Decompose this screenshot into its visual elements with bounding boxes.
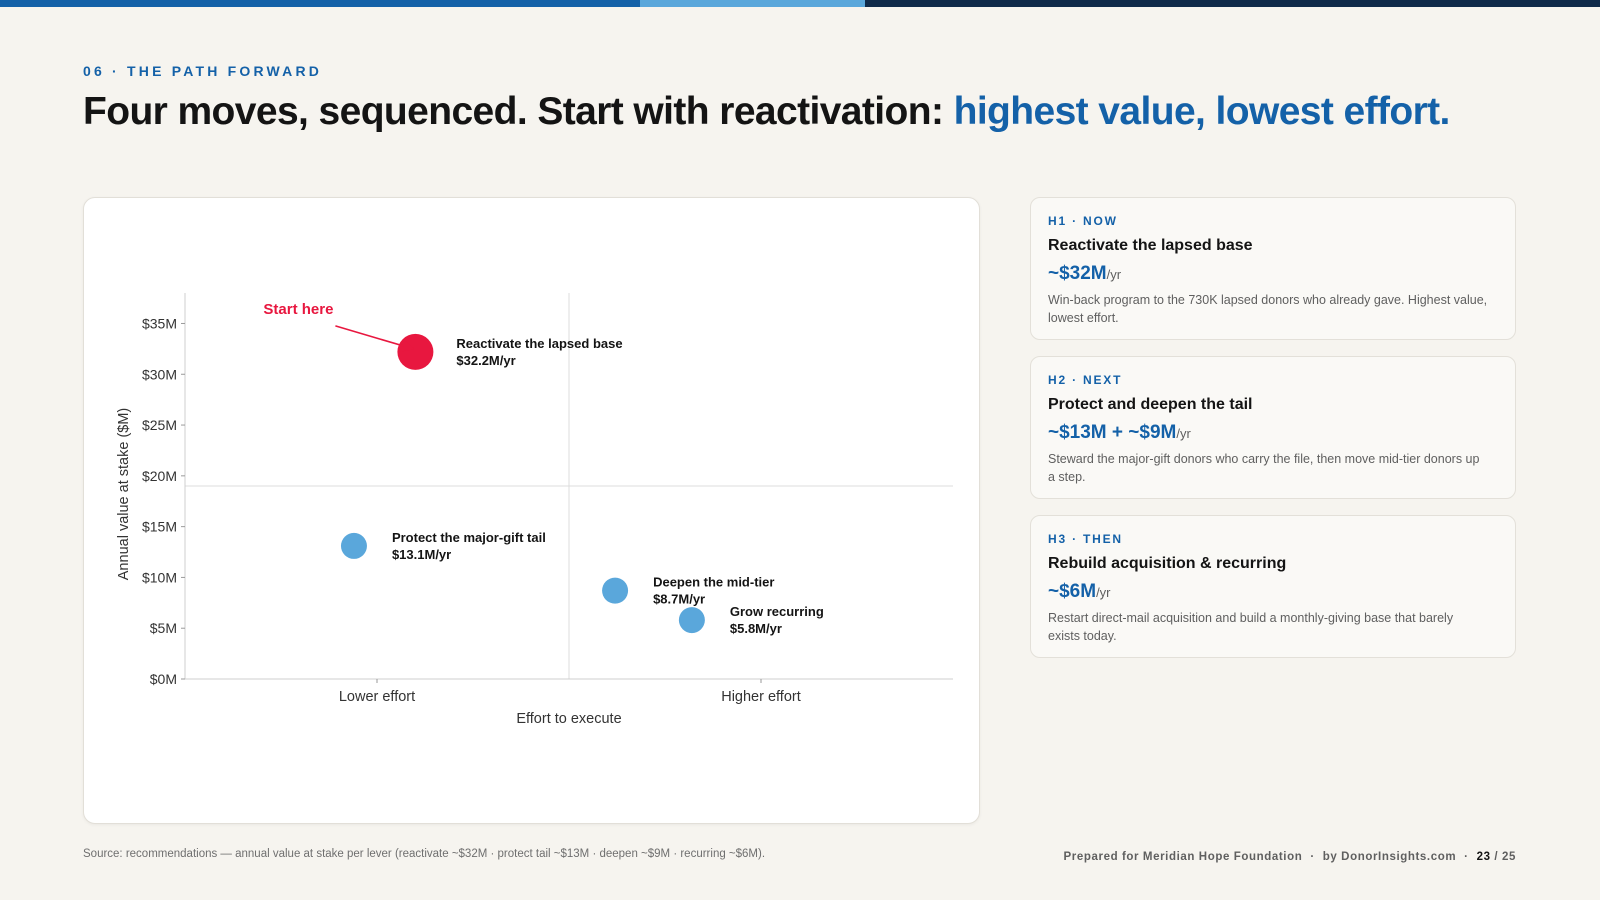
- horizon-value-unit: /yr: [1106, 267, 1122, 282]
- y-axis-label: Annual value at stake ($M): [116, 408, 132, 580]
- horizon-description: Steward the major-gift donors who carry …: [1048, 452, 1480, 484]
- top-accent-bar: [0, 0, 1600, 7]
- horizon-value-amount: ~$6M: [1048, 581, 1097, 602]
- section-eyebrow: 06 · THE PATH FORWARD: [83, 63, 323, 79]
- horizon-value-unit: /yr: [1096, 585, 1111, 600]
- accent-bar-segment-light-blue: [640, 0, 865, 7]
- data-point-value-label: $13.1M/yr: [392, 547, 451, 562]
- headline-main: Four moves, sequenced. Start with reacti…: [83, 90, 954, 133]
- y-tick-label: $15M: [142, 519, 177, 535]
- data-point-name-label: Deepen the mid-tier: [653, 575, 774, 590]
- horizon-value: ~$32M/yr: [1048, 263, 1498, 285]
- data-point-value-label: $8.7M/yr: [653, 592, 705, 607]
- horizon-value-amount: ~$32M: [1048, 263, 1107, 284]
- y-tick-label: $25M: [142, 417, 177, 433]
- y-tick-label: $10M: [142, 569, 177, 585]
- y-tick-label: $5M: [150, 620, 177, 636]
- horizon-value: ~$6M/yr: [1048, 581, 1498, 603]
- footer-separator: ·: [1464, 851, 1469, 863]
- x-tick-label: Lower effort: [339, 689, 415, 705]
- data-point-name-label: Grow recurring: [730, 604, 824, 619]
- chart-card: $0M $5M $10M $15M $20M $25M $30M $35M Lower effo…: [83, 197, 980, 824]
- slide-headline: Four moves, sequenced. Start with reacti…: [83, 90, 1503, 134]
- horizon-card-h3: H3 · THEN Rebuild acquisition & recurrin…: [1030, 515, 1516, 658]
- horizon-tag: H1 · NOW: [1048, 214, 1118, 228]
- footer-by: by DonorInsights.com: [1322, 851, 1457, 863]
- slide-footer: Prepared for Meridian Hope Foundation · by…: [1064, 851, 1516, 863]
- horizon-value: ~$13M + ~$9M/yr: [1048, 422, 1498, 444]
- source-note: Source: recommendations — annual value a…: [83, 848, 766, 860]
- data-point: [340, 532, 367, 559]
- x-axis-label: Effort to execute: [516, 711, 621, 727]
- start-here-annotation: Start here: [263, 301, 333, 318]
- data-point-name-label: Reactivate the lapsed base: [456, 336, 622, 351]
- horizon-tag: H3 · THEN: [1048, 532, 1123, 546]
- horizon-title: Protect and deepen the tail: [1048, 396, 1253, 413]
- data-point-highlight: [397, 333, 434, 370]
- y-tick-label: $35M: [142, 315, 177, 331]
- data-point: [678, 607, 705, 634]
- data-point-value-label: $5.8M/yr: [730, 621, 782, 636]
- horizon-title: Rebuild acquisition & recurring: [1048, 555, 1287, 572]
- x-tick-label: Higher effort: [721, 689, 801, 705]
- horizon-title: Reactivate the lapsed base: [1048, 237, 1253, 254]
- accent-bar-segment-navy: [865, 0, 1600, 7]
- horizon-value-amount: ~$13M + ~$9M: [1048, 422, 1177, 443]
- data-point-value-label: $32.2M/yr: [456, 353, 515, 368]
- horizon-description: Restart direct-mail acquisition and buil…: [1048, 611, 1454, 643]
- data-point-name-label: Protect the major-gift tail: [392, 530, 546, 545]
- horizon-tag: H2 · NEXT: [1048, 373, 1123, 387]
- data-point: [602, 577, 629, 604]
- y-tick-label: $20M: [142, 468, 177, 484]
- value-effort-scatter-chart: $0M $5M $10M $15M $20M $25M $30M $35M Lower effo…: [116, 293, 953, 727]
- headline-highlight: highest value, lowest effort.: [953, 90, 1451, 133]
- footer-separator: ·: [1310, 851, 1315, 863]
- footer-prepared-for: Prepared for Meridian Hope Foundation: [1063, 851, 1303, 863]
- horizon-card-h1: H1 · NOW Reactivate the lapsed base ~$32…: [1030, 197, 1516, 340]
- horizon-card-h2: H2 · NEXT Protect and deepen the tail ~$…: [1030, 356, 1516, 499]
- page-number-total: 25: [1502, 851, 1516, 863]
- horizon-description: Win-back program to the 730K lapsed dono…: [1048, 293, 1488, 325]
- y-tick-label: $30M: [142, 366, 177, 382]
- annotation-arrow: [335, 325, 415, 352]
- accent-bar-segment-blue: [0, 0, 640, 7]
- horizon-value-unit: /yr: [1176, 426, 1191, 441]
- page-number-separator: /: [1494, 851, 1499, 863]
- page-number-current: 23: [1476, 851, 1491, 863]
- y-tick-label: $0M: [150, 671, 177, 687]
